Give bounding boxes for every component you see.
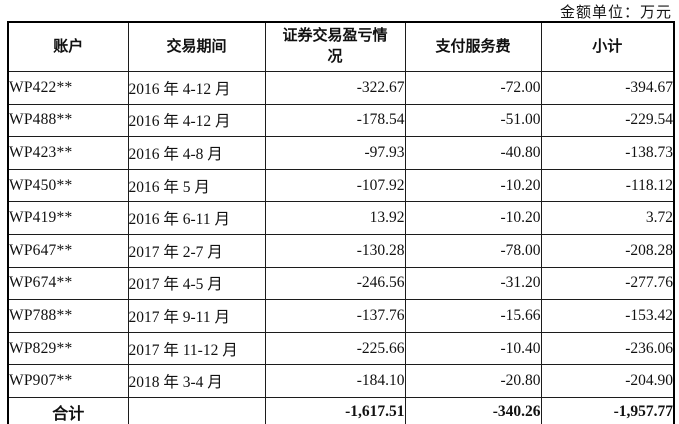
pnl-cell: -97.93 <box>264 136 406 170</box>
fee-cell: -40.80 <box>404 136 542 170</box>
subtotal-cell: -394.67 <box>540 71 675 105</box>
period-cell: 2016 年 4-12 月 <box>127 71 266 105</box>
pnl-cell: -137.76 <box>264 299 406 333</box>
pnl-cell: -130.28 <box>264 233 406 268</box>
total-label: 合计 <box>7 396 129 424</box>
period-cell: 2017 年 9-11 月 <box>127 299 266 333</box>
period-cell: 2016 年 4-12 月 <box>127 103 266 138</box>
account-cell: WP647** <box>7 233 129 268</box>
subtotal-cell: -229.54 <box>540 103 675 138</box>
table-body: WP422** 2016 年 4-12 月 -322.67 -72.00 -394.67… <box>7 71 675 424</box>
account-cell: WP488** <box>7 103 129 138</box>
period-cell: 2017 年 2-7 月 <box>127 233 266 268</box>
fee-cell: -10.40 <box>404 331 542 366</box>
fee-cell: -51.00 <box>404 103 542 138</box>
account-cell: WP829** <box>7 331 129 366</box>
fee-cell: -15.66 <box>404 299 542 333</box>
pnl-table: 账户 交易期间 证券交易盈亏情况 支付服务费 小计 WP422** 2016 年 … <box>7 21 675 424</box>
table-row: WP423** 2016 年 4-8 月 -97.93 -40.80 -138.73 <box>7 136 675 170</box>
fee-cell: -78.00 <box>404 233 542 268</box>
table-row: WP647** 2017 年 2-7 月 -130.28 -78.00 -208.28 <box>7 233 675 268</box>
total-period-cell <box>127 396 266 424</box>
pnl-cell: -246.56 <box>264 266 406 301</box>
header-pnl: 证券交易盈亏情况 <box>264 21 406 72</box>
period-cell: 2016 年 5 月 <box>127 168 266 203</box>
pnl-cell: -184.10 <box>264 364 406 398</box>
total-pnl-cell: -1,617.51 <box>264 396 406 424</box>
fee-cell: -20.80 <box>404 364 542 398</box>
fee-cell: -10.20 <box>404 201 542 235</box>
table-row: WP907** 2018 年 3-4 月 -184.10 -20.80 -204.90 <box>7 364 675 398</box>
account-cell: WP422** <box>7 71 129 105</box>
account-cell: WP907** <box>7 364 129 398</box>
pnl-cell: -225.66 <box>264 331 406 366</box>
pnl-cell: -178.54 <box>264 103 406 138</box>
table-header: 账户 交易期间 证券交易盈亏情况 支付服务费 小计 <box>7 21 675 72</box>
total-fee-cell: -340.26 <box>404 396 542 424</box>
table-row: WP422** 2016 年 4-12 月 -322.67 -72.00 -394.67 <box>7 71 675 105</box>
account-cell: WP674** <box>7 266 129 301</box>
subtotal-cell: -236.06 <box>540 331 675 366</box>
pnl-cell: 13.92 <box>264 201 406 235</box>
header-subtotal: 小计 <box>540 21 675 72</box>
subtotal-cell: -208.28 <box>540 233 675 268</box>
subtotal-cell: 3.72 <box>540 201 675 235</box>
table-row: WP450** 2016 年 5 月 -107.92 -10.20 -118.12 <box>7 168 675 203</box>
period-cell: 2017 年 4-5 月 <box>127 266 266 301</box>
period-cell: 2016 年 6-11 月 <box>127 201 266 235</box>
table-row: WP488** 2016 年 4-12 月 -178.54 -51.00 -229.54 <box>7 103 675 138</box>
subtotal-cell: -204.90 <box>540 364 675 398</box>
pnl-cell: -322.67 <box>264 71 406 105</box>
subtotal-cell: -153.42 <box>540 299 675 333</box>
table-row: WP788** 2017 年 9-11 月 -137.76 -15.66 -153.42 <box>7 299 675 333</box>
header-row: 账户 交易期间 证券交易盈亏情况 支付服务费 小计 <box>7 21 675 72</box>
period-cell: 2017 年 11-12 月 <box>127 331 266 366</box>
table-row: WP674** 2017 年 4-5 月 -246.56 -31.20 -277.76 <box>7 266 675 301</box>
account-cell: WP423** <box>7 136 129 170</box>
total-row: 合计 -1,617.51 -340.26 -1,957.77 <box>7 396 675 424</box>
amount-unit-caption: 金额单位：万元 <box>559 5 672 21</box>
pnl-cell: -107.92 <box>264 168 406 203</box>
subtotal-cell: -277.76 <box>540 266 675 301</box>
header-fee: 支付服务费 <box>404 21 542 72</box>
fee-cell: -10.20 <box>404 168 542 203</box>
table-row: WP419** 2016 年 6-11 月 13.92 -10.20 3.72 <box>7 201 675 235</box>
account-cell: WP788** <box>7 299 129 333</box>
header-account: 账户 <box>7 21 129 72</box>
fee-cell: -31.20 <box>404 266 542 301</box>
table-row: WP829** 2017 年 11-12 月 -225.66 -10.40 -236.0… <box>7 331 675 366</box>
header-period: 交易期间 <box>127 21 266 72</box>
subtotal-cell: -138.73 <box>540 136 675 170</box>
fee-cell: -72.00 <box>404 71 542 105</box>
account-cell: WP419** <box>7 201 129 235</box>
total-subtotal-cell: -1,957.77 <box>540 396 675 424</box>
subtotal-cell: -118.12 <box>540 168 675 203</box>
period-cell: 2016 年 4-8 月 <box>127 136 266 170</box>
period-cell: 2018 年 3-4 月 <box>127 364 266 398</box>
account-cell: WP450** <box>7 168 129 203</box>
